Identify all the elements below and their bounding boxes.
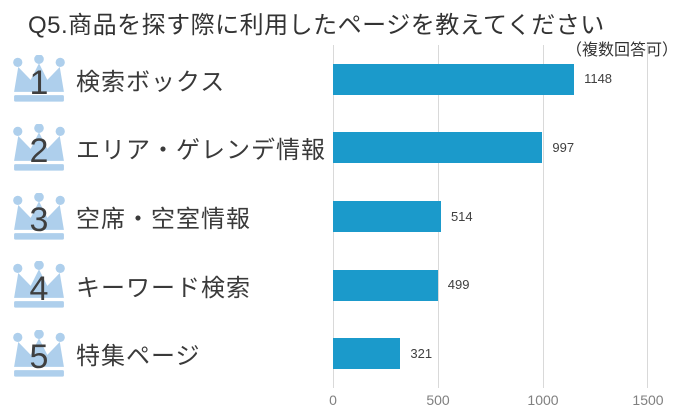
chart-title: Q5.商品を探す際に利用したページを教えてください bbox=[28, 12, 605, 39]
gridline bbox=[543, 45, 544, 388]
crown-icon: 1 bbox=[10, 55, 68, 103]
bar-キーワード検索 bbox=[333, 269, 438, 301]
value-label: 1148 bbox=[584, 71, 613, 87]
bar-特集ページ bbox=[333, 338, 401, 370]
rank-number: 3 bbox=[29, 201, 49, 239]
crown-icon: 4 bbox=[10, 261, 68, 309]
value-label: 997 bbox=[552, 139, 575, 155]
x-tick-label: 500 bbox=[426, 392, 450, 408]
plot-area: 1148 997 514 499 321 bbox=[333, 45, 648, 388]
chart-subtitle: （複数回答可） bbox=[565, 42, 678, 59]
x-tick-label: 0 bbox=[329, 392, 337, 408]
crown-icon: 2 bbox=[10, 123, 68, 172]
category-label: 空席・空室情報 bbox=[76, 206, 251, 233]
value-label: 514 bbox=[450, 208, 473, 224]
category-label: 検索ボックス bbox=[76, 68, 226, 96]
rank-list: 1 検索ボックス 2 エリア・ゲレンデ情報 3 空席・空室情報 4 キーワード検索 5 特集ページ bbox=[0, 0, 333, 420]
rank-row-5: 5 特集ページ bbox=[0, 329, 333, 378]
rank-row-1: 1 検索ボックス bbox=[0, 55, 333, 103]
category-label: エリア・ゲレンデ情報 bbox=[76, 137, 326, 165]
x-tick-label: 1000 bbox=[527, 392, 559, 408]
crown-icon: 3 bbox=[10, 192, 68, 241]
category-label: 特集ページ bbox=[76, 343, 201, 371]
rank-row-3: 3 空席・空室情報 bbox=[0, 192, 333, 241]
bar-エリア・ゲレンデ情報 bbox=[333, 132, 543, 164]
rank-number: 2 bbox=[29, 132, 49, 171]
bar-空席・空室情報 bbox=[333, 201, 441, 232]
category-label: キーワード検索 bbox=[76, 274, 251, 302]
crown-icon: 5 bbox=[10, 329, 68, 378]
x-axis: 0 500 1000 1500 bbox=[329, 392, 663, 412]
value-label: 499 bbox=[447, 277, 470, 293]
x-tick-label: 1500 bbox=[632, 392, 664, 408]
bar-検索ボックス bbox=[333, 63, 575, 95]
rank-number: 4 bbox=[29, 269, 49, 308]
gridline bbox=[647, 45, 648, 388]
rank-row-4: 4 キーワード検索 bbox=[0, 261, 333, 309]
rank-number: 1 bbox=[29, 63, 49, 102]
rank-number: 5 bbox=[29, 338, 49, 377]
value-label: 321 bbox=[410, 345, 433, 361]
rank-row-2: 2 エリア・ゲレンデ情報 bbox=[0, 123, 333, 172]
